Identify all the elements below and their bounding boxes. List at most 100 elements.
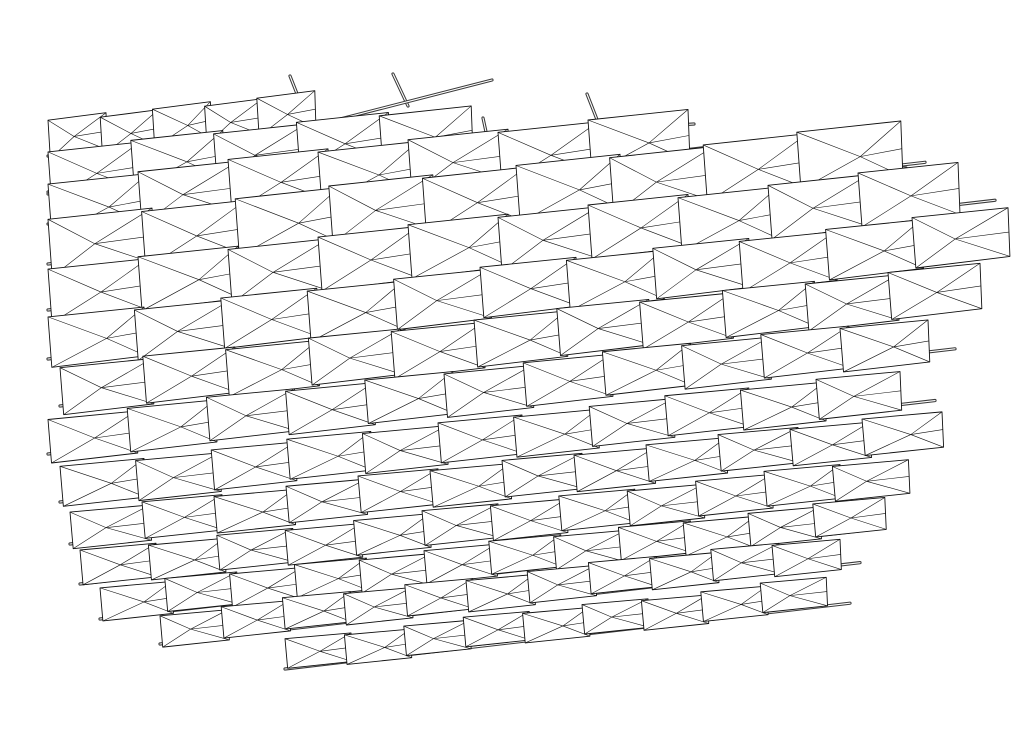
folded-panel [473,310,569,368]
fold-crease [527,571,558,586]
fold-crease [349,357,403,375]
folded-panel [227,238,331,304]
folded-panel [861,411,945,457]
fold-crease [893,319,929,348]
fold-crease [656,269,697,300]
folded-panel [812,497,887,538]
fold-crease [359,559,392,575]
folded-panel [695,473,774,517]
fold-crease [102,601,145,622]
panel-outline [293,557,369,599]
fold-crease [465,629,499,648]
folded-panel [285,382,376,436]
fold-crease [664,395,710,414]
fold-crease [148,544,195,561]
fold-crease [780,527,822,540]
fold-crease [652,248,697,271]
fold-crease [652,571,692,591]
fold-crease [294,564,339,579]
panel-outline [645,437,729,482]
fold-crease [501,460,539,477]
fold-crease [51,338,107,368]
fold-crease [915,238,956,269]
folded-panel [69,504,153,550]
fold-crease [643,613,677,631]
fold-crease [286,438,339,457]
fold-crease [722,290,779,311]
folded-panel [488,534,563,575]
panel-outline [721,280,817,338]
fold-crease [609,157,657,183]
panel-outline [649,551,720,591]
panel-outline [126,399,218,453]
folded-panel-grid [47,90,1011,669]
fold-crease [861,195,912,228]
fold-crease [429,470,479,487]
fold-crease [51,437,95,464]
fold-crease-secondary [893,340,929,348]
fold-crease [447,392,484,418]
fold-crease [328,185,376,211]
fold-crease [393,278,437,301]
folded-panel [284,523,364,566]
fold-crease [206,397,247,417]
folded-panel [286,430,373,480]
fold-crease [134,309,178,332]
fold-crease-secondary [656,173,715,183]
fold-crease-secondary [789,591,827,596]
folded-panel [681,336,772,390]
fold-crease [407,139,454,163]
fold-crease [146,375,192,404]
folded-panel [142,346,238,404]
panel-outline [588,398,676,447]
fold-crease [618,527,657,542]
folded-panel [404,578,475,617]
fold-crease [843,346,894,373]
fold-crease [695,269,751,288]
fold-crease [79,549,121,566]
folded-panel [558,488,637,532]
fold-crease-secondary [173,471,221,478]
fold-crease [526,381,570,407]
fold-crease [391,331,441,352]
folded-panel [423,543,498,585]
fold-crease [812,207,871,228]
folded-panel [126,399,218,453]
fold-crease [556,308,599,329]
panel-outline [135,452,222,502]
fold-crease [362,433,401,451]
fold-crease [789,429,833,446]
folded-panel [59,358,155,416]
fold-crease [220,297,272,320]
fold-crease [713,562,742,582]
fold-crease [317,151,380,176]
fold-crease [685,536,728,557]
panel-outline [343,628,413,665]
fold-crease [839,328,894,348]
fold-crease [308,337,350,359]
panel-outline [213,488,297,534]
fold-crease [493,520,531,541]
folded-panel [47,306,147,368]
fold-crease [284,610,325,630]
fold-crease [426,564,463,584]
fold-crease [846,303,900,321]
folded-panel [284,632,353,669]
folded-panel [652,238,752,300]
fold-crease [764,352,808,379]
fold-crease-secondary [105,522,151,528]
folded-panel [617,520,693,561]
folded-panel [513,408,600,458]
fold-crease [152,108,188,126]
fold-crease-secondary [936,285,981,293]
folded-panel [225,340,320,398]
fold-crease [214,466,256,491]
fold-crease [289,501,323,524]
fold-crease [364,379,419,399]
panel-outline [522,607,591,644]
folded-panel [626,483,706,527]
fold-crease [141,211,197,237]
fold-crease-secondary [433,634,471,639]
panel-outline [763,464,842,507]
fold-crease-secondary [808,554,841,560]
